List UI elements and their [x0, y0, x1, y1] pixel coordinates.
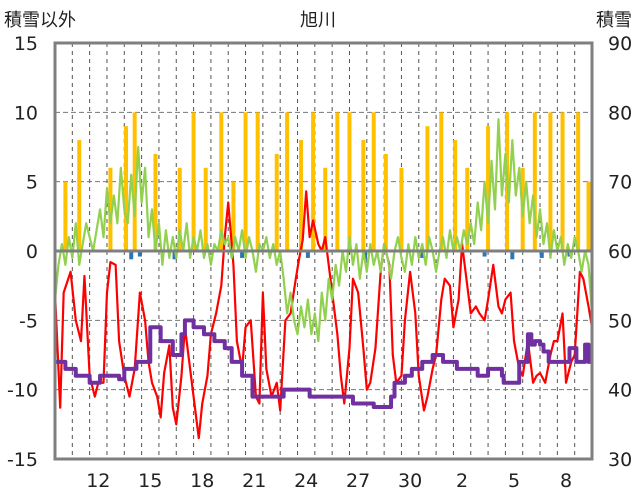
precip-bar — [323, 167, 328, 251]
y-right-ticks: 90 80 70 60 50 40 30 — [608, 33, 632, 471]
y-left-tick-label: -10 — [7, 380, 38, 402]
y-left-tick-label: 0 — [26, 241, 38, 263]
precip-bar — [399, 167, 404, 251]
negative-bar — [510, 251, 515, 260]
negative-bar — [482, 251, 487, 257]
negative-bar — [129, 251, 134, 260]
precip-bar — [453, 140, 458, 251]
lines — [53, 118, 594, 440]
precip-bar — [124, 126, 129, 251]
y-left-tick-label: -15 — [7, 449, 38, 471]
precip-bar — [274, 153, 279, 251]
x-tick-label: 12 — [86, 470, 110, 492]
x-tick-label: 27 — [346, 470, 370, 492]
precip-bar — [532, 112, 537, 251]
x-tick-label: 18 — [190, 470, 214, 492]
precip-bar — [311, 112, 316, 251]
y-right-tick-label: 60 — [608, 241, 632, 263]
precip-bar — [560, 112, 565, 251]
negative-bar — [137, 251, 142, 257]
precip-bar — [285, 112, 290, 251]
y-left-tick-label: 15 — [14, 33, 38, 55]
precip-bar — [177, 167, 182, 251]
x-tick-label: 15 — [138, 470, 162, 492]
y-left-tick-label: 10 — [14, 102, 38, 124]
y-right-tick-label: 80 — [608, 102, 632, 124]
precip-bar — [425, 126, 430, 251]
y-left-ticks: 15 10 5 0 -5 -10 -15 — [7, 33, 38, 471]
precip-bar — [153, 153, 158, 251]
precip-bar — [231, 181, 236, 251]
x-ticks: 12 15 18 21 24 27 30 2 5 8 — [86, 470, 572, 492]
wind-line — [53, 118, 594, 343]
x-tick-label: 5 — [508, 470, 520, 492]
x-tick-label: 30 — [398, 470, 422, 492]
precip-bar — [203, 167, 208, 251]
precip-bar — [255, 112, 260, 251]
precip-bar — [548, 112, 553, 251]
plot-frame — [53, 41, 594, 461]
precip-bar — [465, 167, 470, 251]
y-right-tick-label: 70 — [608, 172, 632, 194]
snow-depth-line — [55, 318, 592, 409]
right-axis-label: 積雪 — [596, 10, 632, 31]
x-tick-label: 24 — [294, 470, 318, 492]
y-right-tick-label: 30 — [608, 449, 632, 471]
y-right-tick-label: 90 — [608, 33, 632, 55]
negative-bar — [305, 251, 310, 258]
negative-bar — [420, 251, 425, 258]
precip-bar — [371, 112, 376, 251]
y-left-tick-label: 5 — [26, 172, 38, 194]
x-tick-label: 21 — [242, 470, 266, 492]
precip-bar — [347, 112, 352, 251]
precip-bar — [383, 153, 388, 251]
precip-bar — [63, 181, 68, 251]
y-left-tick-label: -5 — [19, 310, 38, 332]
temperature-line — [53, 190, 594, 440]
y-right-tick-label: 50 — [608, 310, 632, 332]
negative-bar — [539, 251, 544, 258]
precip-bar — [576, 112, 581, 251]
precip-bar — [77, 140, 82, 251]
left-axis-label: 積雪以外 — [4, 10, 76, 31]
precip-bar — [439, 112, 444, 251]
chart-title: 旭川 — [300, 10, 336, 31]
x-tick-label: 8 — [560, 470, 572, 492]
precip-bar — [132, 112, 137, 251]
y-right-tick-label: 40 — [608, 380, 632, 402]
precip-bar — [335, 112, 340, 251]
precip-bar — [191, 112, 196, 251]
precip-bar — [486, 126, 491, 251]
precip-bar — [361, 140, 366, 251]
precip-bar — [243, 112, 248, 251]
x-tick-label: 2 — [456, 470, 468, 492]
precip-bar — [586, 181, 591, 251]
precip-bar — [108, 167, 113, 251]
negative-bar — [240, 251, 245, 258]
precip-bar — [219, 112, 224, 251]
precip-bar — [298, 140, 303, 251]
negative-bar — [172, 251, 177, 260]
